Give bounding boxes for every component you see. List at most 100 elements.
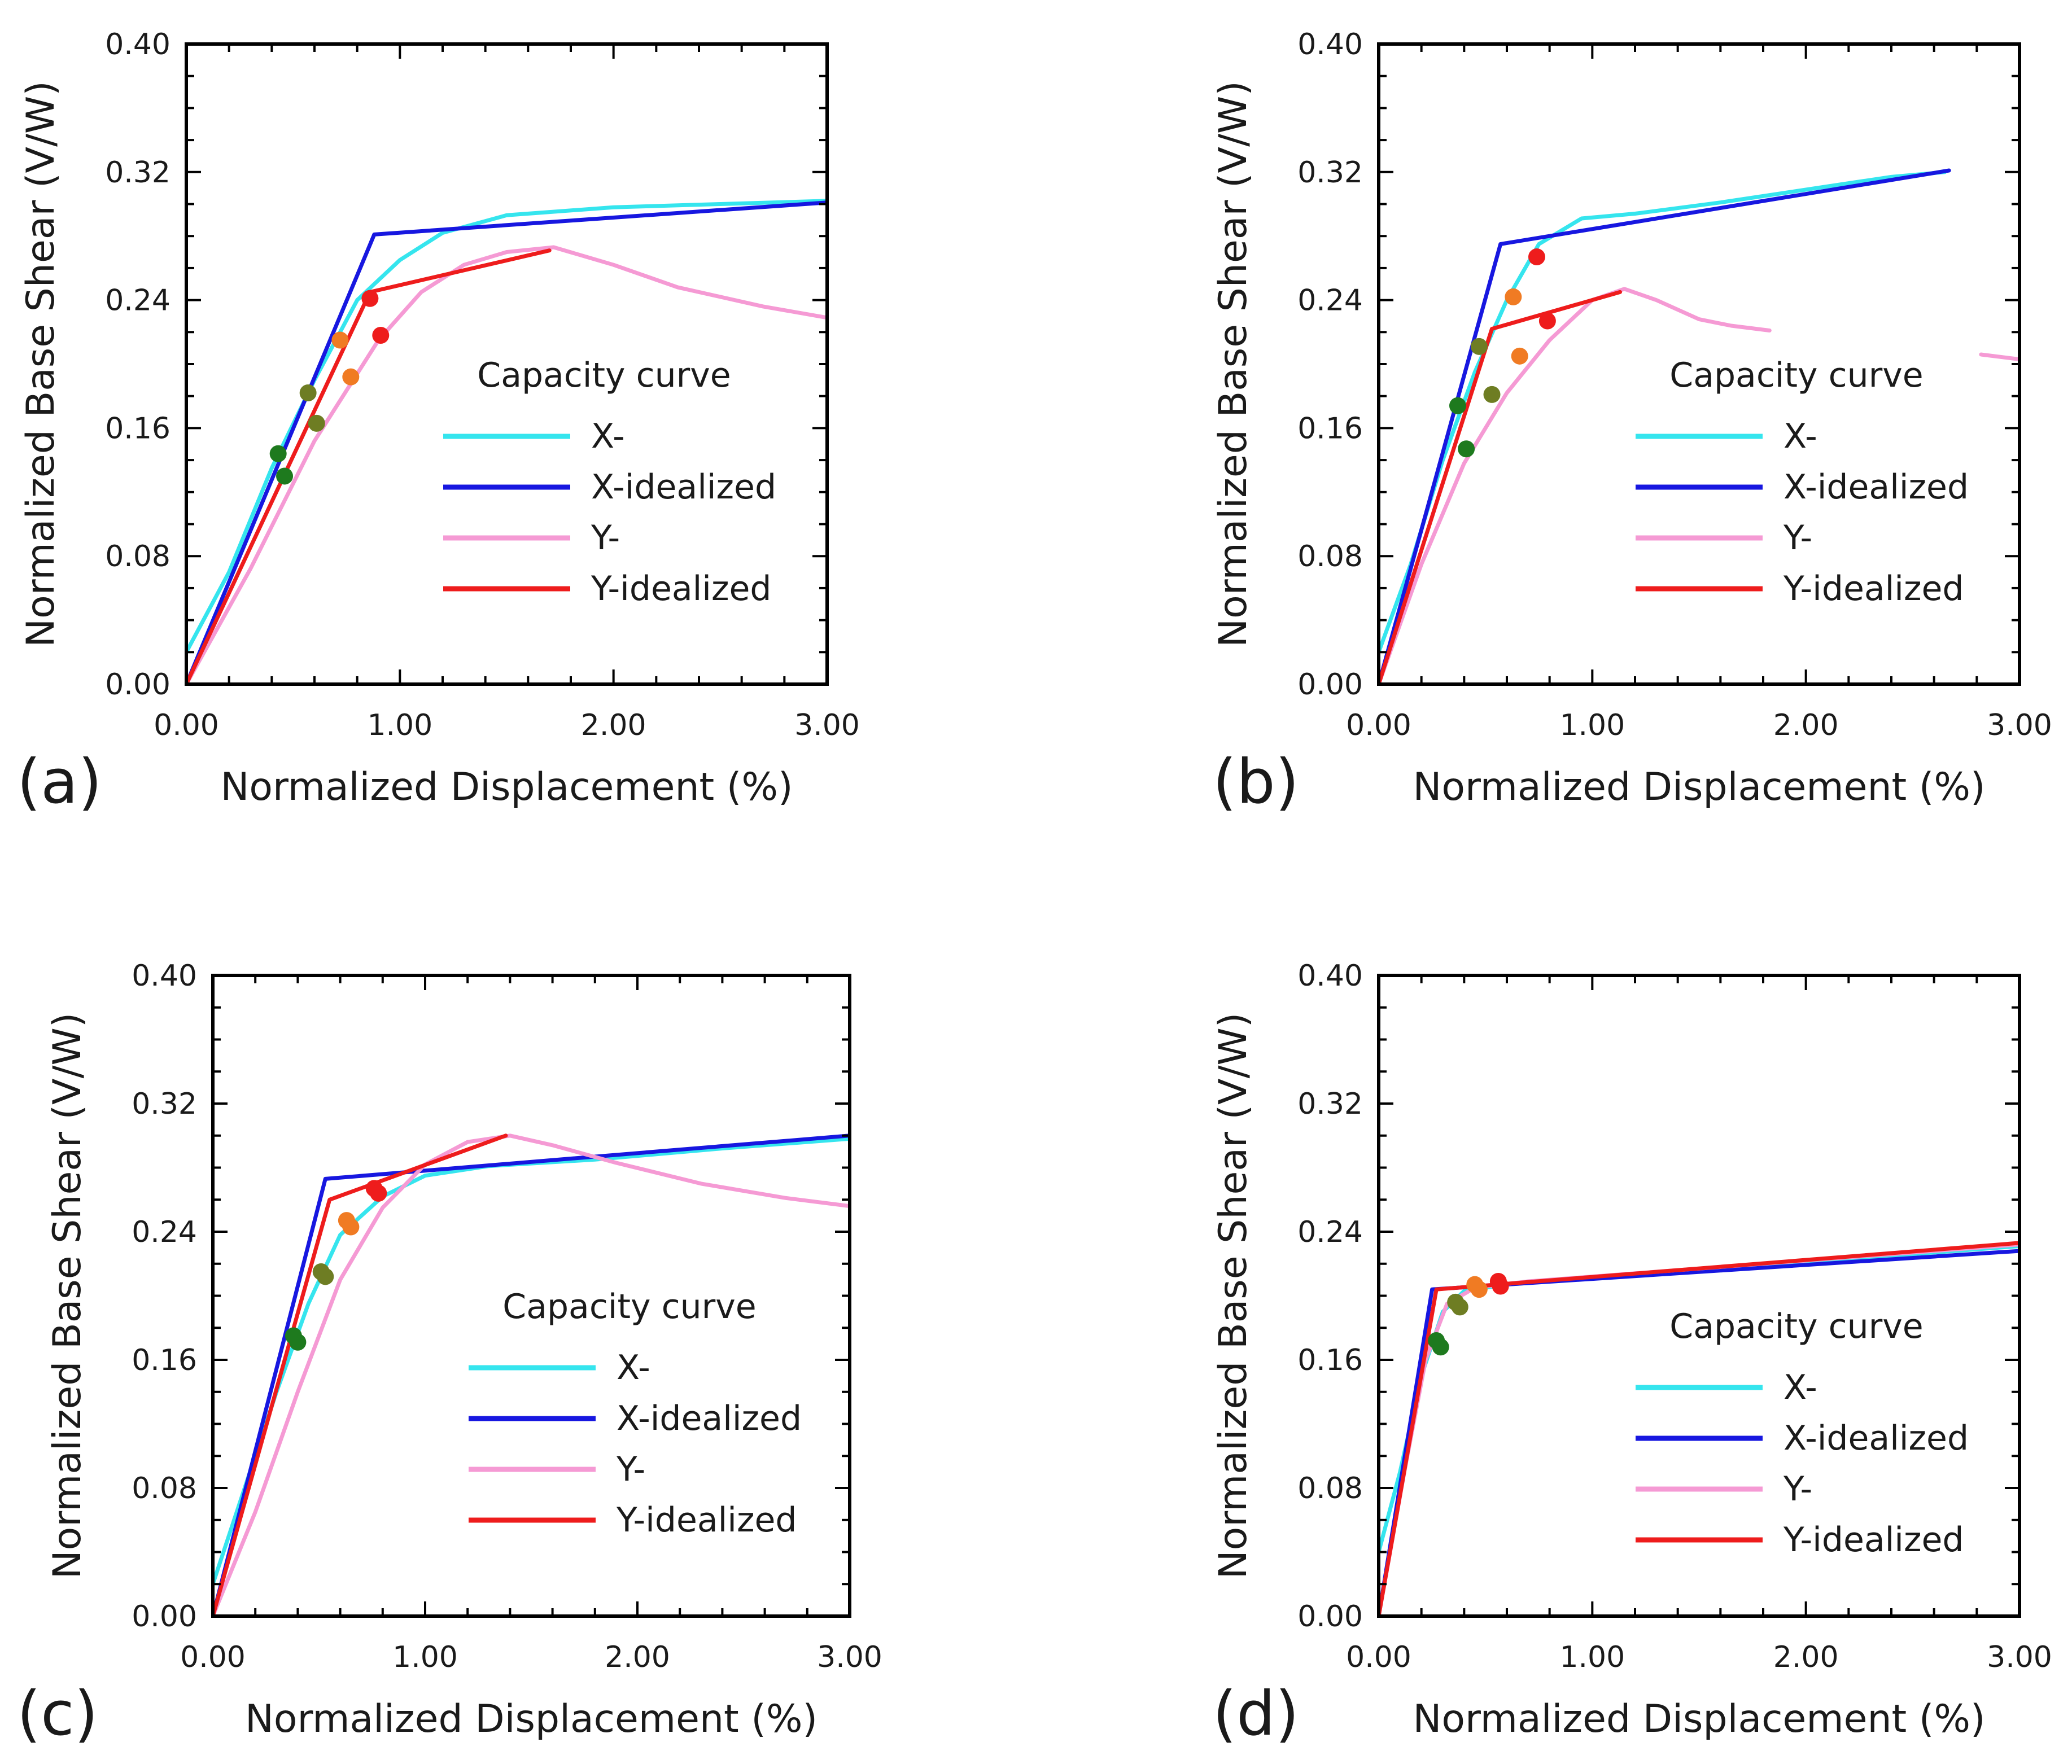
legend-title: Capacity curve xyxy=(1669,356,1923,395)
legend-entry-label: X- xyxy=(1784,417,1817,456)
y-axis-title: Normalized Base Shear (V/W) xyxy=(1211,1013,1256,1579)
legend-entry-label: X-idealized xyxy=(1784,1419,1969,1458)
x-tick-label: 2.00 xyxy=(605,1640,670,1674)
chart-panel-a: 0.00 1.00 2.00 3.00 0.00 0.08 0.16 0.24 0.32 0.40… xyxy=(17,28,860,817)
x-tick-label: 3.00 xyxy=(1987,1640,2052,1674)
y-tick-label: 0.24 xyxy=(105,284,171,318)
series-line-x xyxy=(186,199,827,654)
panel-label: (b) xyxy=(1213,747,1299,817)
y-tick-label: 0.40 xyxy=(1297,28,1363,62)
y-tick-label: 0.08 xyxy=(1297,1472,1363,1505)
data-point-marker xyxy=(1451,1298,1468,1316)
x-tick-label: 3.00 xyxy=(794,708,860,742)
y-axis-title: Normalized Base Shear (V/W) xyxy=(19,81,63,647)
y-tick-label: 0.24 xyxy=(1297,1215,1363,1249)
y-tick-label: 0.40 xyxy=(105,28,171,62)
series-line-y-idealized xyxy=(213,1133,508,1616)
data-point-marker xyxy=(342,1218,360,1236)
series-line-x-idealized xyxy=(213,1133,850,1616)
data-point-marker xyxy=(1449,397,1466,414)
legend-entry-label: Y-idealized xyxy=(591,569,771,609)
x-tick-label: 1.00 xyxy=(1559,708,1625,742)
x-axis-title: Normalized Displacement (%) xyxy=(1413,765,1986,809)
data-point-marker xyxy=(1483,386,1501,403)
panel-label: (a) xyxy=(17,747,102,817)
series-line-y xyxy=(186,245,827,684)
x-axis-title: Normalized Displacement (%) xyxy=(221,765,793,809)
y-tick-label: 0.24 xyxy=(132,1215,197,1249)
legend-entry-label: X-idealized xyxy=(591,467,776,507)
x-tick-label: 0.00 xyxy=(154,708,219,742)
data-point-marker xyxy=(308,414,325,432)
legend-title: Capacity curve xyxy=(477,356,731,395)
legend: Capacity curve X- X-idealized Y- Y-idealized xyxy=(469,1287,802,1540)
data-point-marker xyxy=(1470,1281,1488,1298)
legend-entry-label: X- xyxy=(617,1348,650,1387)
series-line-y xyxy=(213,1133,850,1616)
y-tick-label: 0.08 xyxy=(1297,540,1363,574)
data-point-marker xyxy=(299,384,317,402)
y-tick-label: 0.00 xyxy=(1297,1600,1363,1634)
legend: Capacity curve X- X-idealized Y- Y-idealized xyxy=(1636,1307,1969,1560)
y-tick-label: 0.08 xyxy=(105,540,171,574)
x-tick-label: 2.00 xyxy=(581,708,646,742)
x-tick-label: 3.00 xyxy=(817,1640,882,1674)
y-tick-label: 0.16 xyxy=(132,1343,197,1377)
panel-label: (d) xyxy=(1213,1679,1299,1749)
y-tick-label: 0.00 xyxy=(132,1600,197,1634)
series-line-x-idealized xyxy=(1379,168,1951,684)
y-tick-label: 0.32 xyxy=(105,156,171,190)
data-point-marker xyxy=(331,331,349,349)
data-point-marker xyxy=(361,290,379,307)
x-tick-label: 1.00 xyxy=(392,1640,458,1674)
x-tick-label: 0.00 xyxy=(180,1640,246,1674)
legend-entry-label: Y-idealized xyxy=(616,1500,797,1540)
chart-panel-c: 0.00 1.00 2.00 3.00 0.00 0.08 0.16 0.24 0.32 0.40… xyxy=(17,959,882,1749)
data-point-marker xyxy=(276,467,294,485)
x-tick-label: 3.00 xyxy=(1987,708,2052,742)
y-tick-label: 0.32 xyxy=(1297,1087,1363,1121)
y-axis-title: Normalized Base Shear (V/W) xyxy=(45,1013,90,1579)
plot-area xyxy=(1379,1241,2019,1616)
y-tick-label: 0.08 xyxy=(132,1472,197,1505)
x-tick-label: 1.00 xyxy=(367,708,432,742)
y-tick-label: 0.40 xyxy=(1297,959,1363,993)
legend-entry-label: X- xyxy=(1784,1368,1817,1407)
data-point-marker xyxy=(289,1333,307,1351)
x-tick-label: 2.00 xyxy=(1773,1640,1839,1674)
legend-entry-label: X-idealized xyxy=(617,1399,802,1438)
series-line-y-idealized xyxy=(1379,1241,2019,1616)
data-point-marker xyxy=(269,445,287,462)
data-point-marker xyxy=(1511,347,1528,365)
legend-entry-label: Y- xyxy=(1783,1469,1812,1509)
data-point-marker xyxy=(342,368,360,386)
legend-entry-label: Y-idealized xyxy=(1783,569,1964,609)
data-point-marker xyxy=(372,326,390,344)
data-point-marker xyxy=(1458,440,1475,458)
y-tick-label: 0.16 xyxy=(105,412,171,445)
legend-entry-label: Y- xyxy=(616,1450,645,1489)
data-point-marker xyxy=(1538,312,1556,330)
chart-panel-d: 0.00 1.00 2.00 3.00 0.00 0.08 0.16 0.24 0.32 0.40… xyxy=(1211,959,2052,1749)
y-tick-label: 0.16 xyxy=(1297,412,1363,445)
legend-entry-label: Y-idealized xyxy=(1783,1520,1964,1560)
data-point-marker xyxy=(1528,248,1545,266)
plot-area xyxy=(213,1133,850,1616)
y-tick-label: 0.32 xyxy=(132,1087,197,1121)
legend-entry-label: X- xyxy=(591,417,625,456)
legend-entry-label: Y- xyxy=(1783,518,1812,558)
data-point-marker xyxy=(1492,1277,1509,1295)
series-line-y-idealized xyxy=(1379,290,1622,684)
panel-label: (c) xyxy=(17,1679,98,1749)
x-axis-title: Normalized Displacement (%) xyxy=(1413,1697,1986,1741)
series-line-x-idealized xyxy=(186,200,827,684)
data-point-marker xyxy=(1505,288,1522,305)
series-line-y-idealized xyxy=(186,248,552,684)
legend: Capacity curve X- X-idealized Y- Y-idealized xyxy=(1636,356,1969,609)
x-tick-label: 0.00 xyxy=(1346,1640,1411,1674)
x-tick-label: 1.00 xyxy=(1559,1640,1625,1674)
x-tick-label: 2.00 xyxy=(1773,708,1839,742)
legend-entry-label: Y- xyxy=(591,518,620,558)
series-line-y-tail xyxy=(1979,352,2019,361)
